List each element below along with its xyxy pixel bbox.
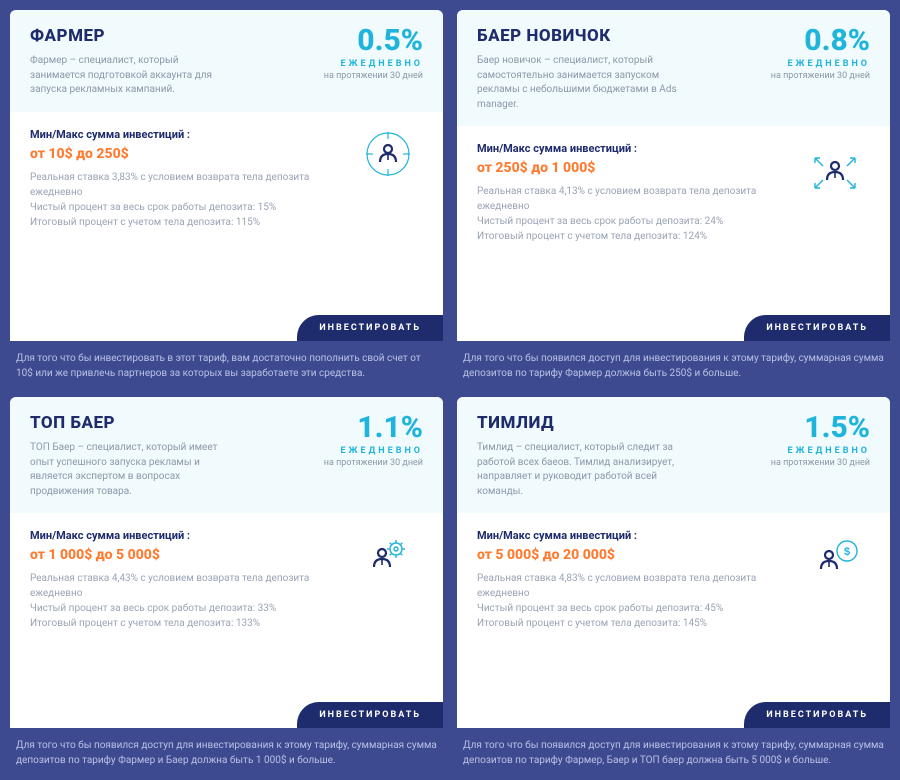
plan-title: ТИМЛИД (477, 413, 759, 433)
plan-desc: Тимлид – специалист, который следит за р… (477, 441, 677, 499)
plan-title: ФАРМЕР (30, 26, 312, 46)
svg-text:$: $ (844, 546, 850, 558)
plan-percent: 1.1% (324, 413, 423, 443)
daily-label: ЕЖЕДНЕВНО (771, 446, 870, 456)
person-dollar-icon: $ (803, 533, 867, 597)
plan-note: Для того что бы появился доступ для инве… (457, 341, 890, 383)
plan-details: Реальная ставка 3,83% c условием возврат… (30, 170, 341, 230)
duration-label: на протяжении 30 дней (771, 458, 870, 468)
invest-button[interactable]: ИНВЕСТИРОВАТЬ (744, 702, 890, 728)
plan-details: Реальная ставка 4,83% c условием возврат… (477, 571, 788, 631)
invest-button[interactable]: ИНВЕСТИРОВАТЬ (297, 315, 443, 341)
plan-note: Для того что бы инвестировать в этот тар… (10, 341, 443, 383)
minmax-label: Мин/Макс сумма инвестиций : (477, 529, 788, 542)
daily-label: ЕЖЕДНЕВНО (771, 59, 870, 69)
plan-percent: 0.8% (771, 26, 870, 56)
pricing-card: ТИМЛИД Тимлид – специалист, который след… (457, 397, 890, 770)
minmax-label: Мин/Макс сумма инвестиций : (30, 529, 341, 542)
pricing-grid: ФАРМЕР Фармер – специалист, который зани… (10, 10, 890, 770)
person-gear-icon (356, 533, 420, 597)
pricing-card: БАЕР НОВИЧОК Баер новичок – специалист, … (457, 10, 890, 383)
pricing-card: ТОП БАЕР ТОП Баер – специалист, который … (10, 397, 443, 770)
plan-note: Для того что бы появился доступ для инве… (10, 728, 443, 770)
daily-label: ЕЖЕДНЕВНО (324, 59, 423, 69)
plan-percent: 1.5% (771, 413, 870, 443)
plan-desc: ТОП Баер – специалист, который имеет опы… (30, 441, 230, 499)
plan-details: Реальная ставка 4,13% c условием возврат… (477, 184, 788, 244)
plan-title: БАЕР НОВИЧОК (477, 26, 759, 46)
plan-details: Реальная ставка 4,43% c условием возврат… (30, 571, 341, 631)
invest-range: от 250$ до 1 000$ (477, 160, 788, 176)
duration-label: на протяжении 30 дней (771, 71, 870, 81)
invest-range: от 10$ до 250$ (30, 146, 341, 162)
invest-button[interactable]: ИНВЕСТИРОВАТЬ (744, 315, 890, 341)
invest-range: от 1 000$ до 5 000$ (30, 547, 341, 563)
invest-button[interactable]: ИНВЕСТИРОВАТЬ (297, 702, 443, 728)
plan-desc: Баер новичок – специалист, который самос… (477, 54, 677, 112)
duration-label: на протяжении 30 дней (324, 458, 423, 468)
minmax-label: Мин/Макс сумма инвестиций : (30, 128, 341, 141)
invest-range: от 5 000$ до 20 000$ (477, 547, 788, 563)
person-arrows-icon (803, 146, 867, 210)
plan-note: Для того что бы появился доступ для инве… (457, 728, 890, 770)
person-target-icon (358, 132, 418, 196)
plan-desc: Фармер – специалист, который занимается … (30, 54, 230, 98)
plan-percent: 0.5% (324, 26, 423, 56)
plan-title: ТОП БАЕР (30, 413, 312, 433)
duration-label: на протяжении 30 дней (324, 71, 423, 81)
pricing-card: ФАРМЕР Фармер – специалист, который зани… (10, 10, 443, 383)
minmax-label: Мин/Макс сумма инвестиций : (477, 142, 788, 155)
daily-label: ЕЖЕДНЕВНО (324, 446, 423, 456)
